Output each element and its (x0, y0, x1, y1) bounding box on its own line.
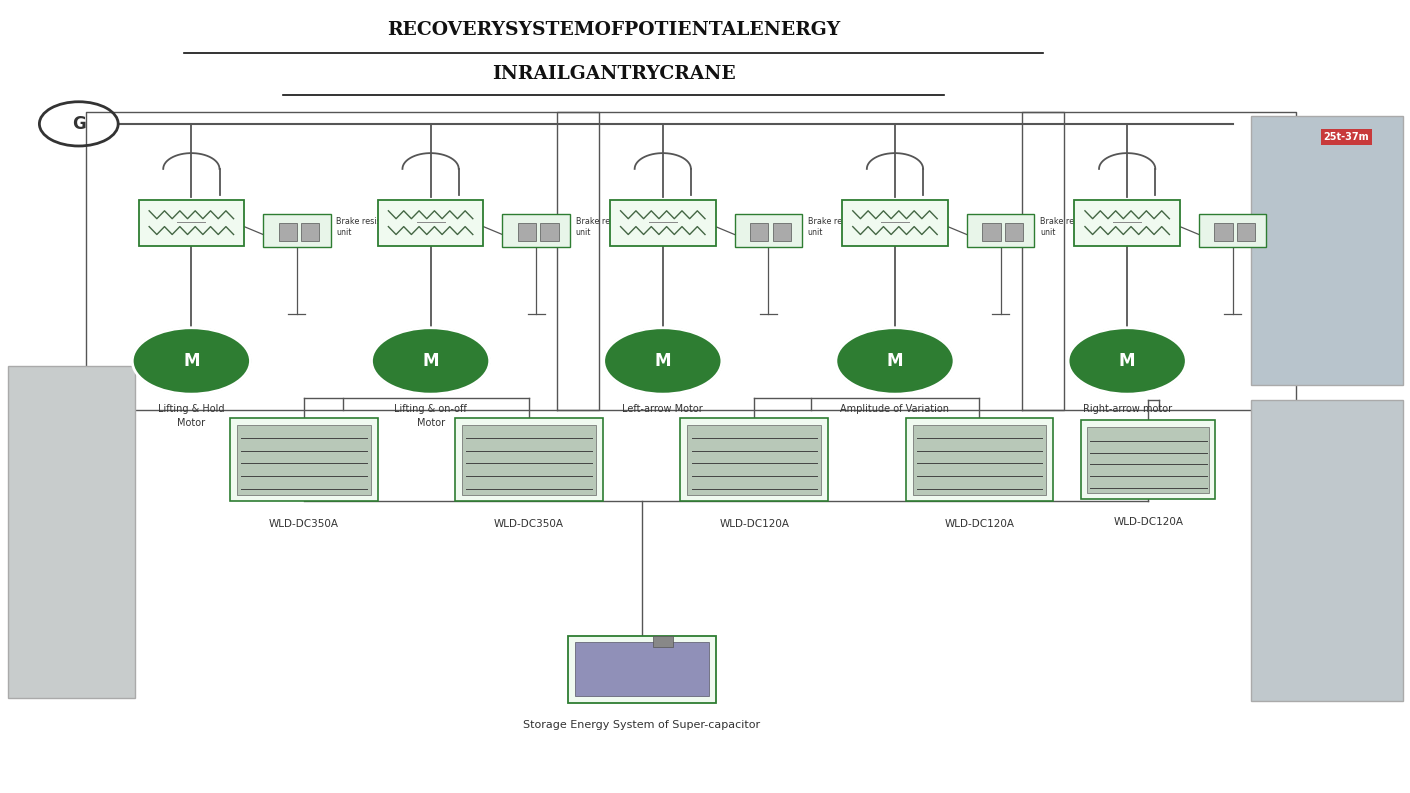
Bar (681, 418, 828, 501)
Bar (912, 424, 1046, 495)
Text: WLD-DC120A: WLD-DC120A (945, 519, 1014, 529)
Text: G: G (72, 115, 86, 133)
Bar (302, 224, 320, 241)
Bar (264, 214, 331, 247)
Bar (230, 418, 378, 501)
Bar (1005, 224, 1024, 241)
Text: Brake resistance
unit: Brake resistance unit (1272, 216, 1339, 236)
Text: WLD-DC350A: WLD-DC350A (269, 519, 338, 529)
Text: Brake resistance
unit: Brake resistance unit (1041, 216, 1107, 236)
Text: Left-arrow Motor: Left-arrow Motor (622, 404, 704, 415)
Circle shape (1067, 328, 1186, 394)
Text: 25t-37m: 25t-37m (1324, 132, 1369, 142)
Bar (575, 642, 708, 696)
Bar (967, 214, 1035, 247)
Text: Storage Energy System of Super-capacitor: Storage Energy System of Super-capacitor (523, 720, 760, 730)
Text: INRAILGANTRYCRANE: INRAILGANTRYCRANE (492, 64, 736, 82)
Bar (653, 635, 673, 646)
Bar (1074, 200, 1180, 246)
Text: Lifting & on-off
Motor: Lifting & on-off Motor (395, 404, 467, 427)
Text: WLD-DC120A: WLD-DC120A (719, 519, 790, 529)
Text: Amplitude of Variation: Amplitude of Variation (840, 404, 949, 415)
Text: Right-arrow motor: Right-arrow motor (1083, 404, 1172, 415)
Bar (983, 224, 1001, 241)
Bar (138, 200, 244, 246)
Text: Brake resistance
unit: Brake resistance unit (337, 216, 403, 236)
Bar (1251, 400, 1403, 701)
Bar (8, 366, 135, 699)
Bar (502, 214, 570, 247)
Bar (1214, 224, 1232, 241)
Circle shape (133, 328, 251, 394)
Text: M: M (887, 352, 904, 370)
Text: RECOVERYSYSTEMOFPOTIENTALENERGY: RECOVERYSYSTEMOFPOTIENTALENERGY (386, 21, 840, 39)
Bar (455, 418, 603, 501)
Bar (279, 224, 298, 241)
Bar (611, 200, 715, 246)
Text: M: M (183, 352, 200, 370)
Bar (1237, 224, 1255, 241)
Bar (378, 200, 484, 246)
Bar (688, 424, 821, 495)
Text: M: M (1120, 352, 1135, 370)
Text: WLD-DC120A: WLD-DC120A (1114, 516, 1183, 527)
Bar (517, 224, 536, 241)
Text: WLD-DC350A: WLD-DC350A (493, 519, 564, 529)
Bar (540, 224, 558, 241)
Text: M: M (423, 352, 439, 370)
Bar (773, 224, 791, 241)
Text: M: M (654, 352, 671, 370)
Bar (1198, 214, 1266, 247)
Text: Lifting & Hold
Motor: Lifting & Hold Motor (158, 404, 224, 427)
Text: Brake resistance
unit: Brake resistance unit (808, 216, 876, 236)
Text: Brake resistance
unit: Brake resistance unit (575, 216, 643, 236)
Bar (237, 424, 371, 495)
Circle shape (603, 328, 722, 394)
Bar (568, 635, 715, 703)
Bar (1081, 420, 1215, 500)
Bar (750, 224, 768, 241)
Bar (842, 200, 948, 246)
Bar (735, 214, 802, 247)
Circle shape (836, 328, 955, 394)
Circle shape (371, 328, 489, 394)
Bar (1087, 427, 1210, 493)
Bar (1251, 116, 1403, 385)
Bar (905, 418, 1053, 501)
Bar (462, 424, 596, 495)
